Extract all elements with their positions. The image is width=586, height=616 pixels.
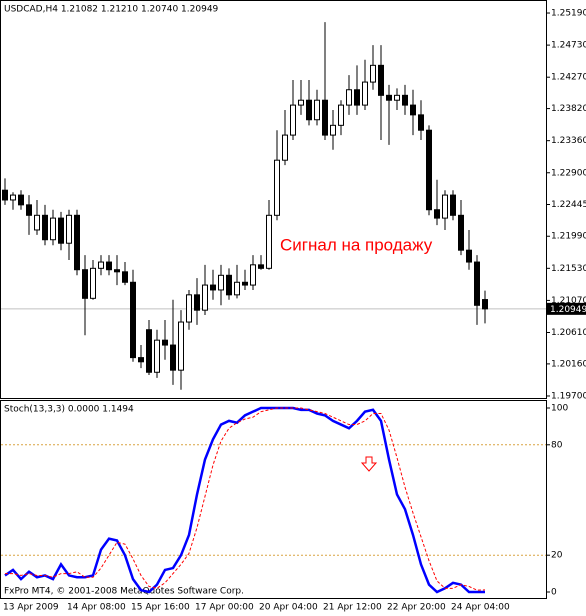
- candle-body: [18, 194, 24, 206]
- candle-body: [122, 271, 128, 283]
- candle-body: [66, 214, 72, 244]
- last-price-box: [547, 302, 586, 315]
- candle-body: [466, 249, 472, 263]
- candle-body: [402, 94, 408, 106]
- stoch-line: [5, 407, 486, 591]
- candle-body: [266, 214, 272, 269]
- sell-arrow: [360, 456, 378, 472]
- candle-body: [282, 134, 288, 161]
- chart-title: USDCAD,H4 1.21082 1.21210 1.20740 1.2094…: [4, 5, 219, 15]
- x-tick-label: 22 Apr 20:00: [387, 603, 446, 613]
- y-tick-label: 1.20610: [551, 328, 586, 338]
- candle-body: [90, 267, 96, 299]
- watermark: FxPro MT4, © 2001-2008 MetaQuotes Softwa…: [4, 587, 244, 597]
- last-price-label: 1.20949: [550, 305, 586, 315]
- candle-body: [370, 64, 376, 83]
- y-tick-label: 20: [551, 551, 563, 561]
- candle-body: [50, 217, 56, 241]
- candle-body: [10, 194, 16, 201]
- candle-body: [354, 89, 360, 106]
- x-tick-label: 24 Apr 04:00: [451, 603, 510, 613]
- candle-body: [34, 214, 40, 231]
- stoch-title: Stoch(13,3,3) 0.0000 1.1494: [4, 405, 134, 415]
- candle-body: [210, 284, 216, 291]
- x-tick-label: 13 Apr 2009: [3, 603, 59, 613]
- candle-body: [194, 294, 200, 311]
- candle-body: [458, 214, 464, 251]
- candle-body: [130, 281, 136, 359]
- y-tick-label: 1.22900: [551, 168, 586, 178]
- candle-body: [170, 344, 176, 371]
- candle-body: [58, 217, 64, 244]
- candle-body: [434, 209, 440, 219]
- candle-body: [250, 264, 256, 286]
- candle-body: [138, 357, 144, 363]
- candle-body: [442, 194, 448, 219]
- candle-body: [146, 329, 152, 373]
- y-tick-label: 1.25190: [551, 9, 586, 19]
- candle-body: [298, 99, 304, 106]
- annotation: Сигнал на продажу: [280, 235, 433, 254]
- x-tick-label: 14 Apr 08:00: [67, 603, 126, 613]
- candle-body: [258, 264, 264, 269]
- candle-body: [322, 99, 328, 136]
- y-tick-label: 1.23360: [551, 136, 586, 146]
- candle-body: [114, 269, 120, 273]
- x-tick-label: 21 Apr 12:00: [323, 603, 382, 613]
- candle-body: [26, 204, 32, 216]
- stoch-line: [4, 406, 485, 594]
- candle-body: [218, 274, 224, 291]
- y-tick-label: 1.24730: [551, 41, 586, 51]
- y-tick-label: 1.22445: [551, 200, 586, 210]
- stoch-panel: [0, 400, 547, 599]
- y-tick-label: 1.24270: [551, 73, 586, 83]
- candle-body: [338, 104, 344, 126]
- candle-body: [106, 261, 112, 271]
- candle-body: [186, 294, 192, 323]
- x-tick-label: 20 Apr 04:00: [259, 603, 318, 613]
- candle-body: [426, 129, 432, 211]
- candle-body: [42, 214, 48, 241]
- candle-body: [394, 94, 400, 101]
- y-tick-label: 1.21990: [551, 232, 586, 242]
- x-tick-label: 15 Apr 16:00: [131, 603, 190, 613]
- candle-body: [290, 104, 296, 136]
- candle-body: [2, 189, 8, 201]
- candle-body: [346, 89, 352, 106]
- candle-body: [314, 99, 320, 121]
- x-tick-label: 17 Apr 00:00: [195, 603, 254, 613]
- candle-body: [482, 299, 488, 310]
- candle-body: [226, 274, 232, 296]
- candle-body: [306, 99, 312, 121]
- candle-body: [330, 124, 336, 136]
- main-panel: [0, 0, 547, 399]
- candle-body: [82, 269, 88, 299]
- y-tick-label: 1.19700: [551, 391, 586, 401]
- candle-body: [234, 281, 240, 296]
- candle-body: [418, 114, 424, 131]
- y-tick-label: 0: [551, 588, 557, 598]
- candle-body: [202, 284, 208, 311]
- candle-body: [154, 339, 160, 373]
- candle-body: [474, 261, 480, 306]
- candle-body: [274, 159, 280, 216]
- y-tick-label: 100: [551, 403, 568, 413]
- candle-body: [450, 194, 456, 216]
- candle-body: [386, 94, 392, 101]
- y-tick-label: 1.23820: [551, 104, 586, 114]
- candle-body: [362, 81, 368, 106]
- y-tick-label: 1.20160: [551, 359, 586, 369]
- candle-body: [178, 321, 184, 371]
- candle-body: [74, 214, 80, 271]
- candle-body: [98, 261, 104, 269]
- y-tick-label: 80: [551, 440, 563, 450]
- candle-body: [162, 339, 168, 346]
- candle-body: [378, 64, 384, 96]
- candle-body: [242, 281, 248, 286]
- y-tick-label: 1.21070: [551, 296, 586, 306]
- candle-body: [410, 104, 416, 116]
- y-tick-label: 1.21530: [551, 264, 586, 274]
